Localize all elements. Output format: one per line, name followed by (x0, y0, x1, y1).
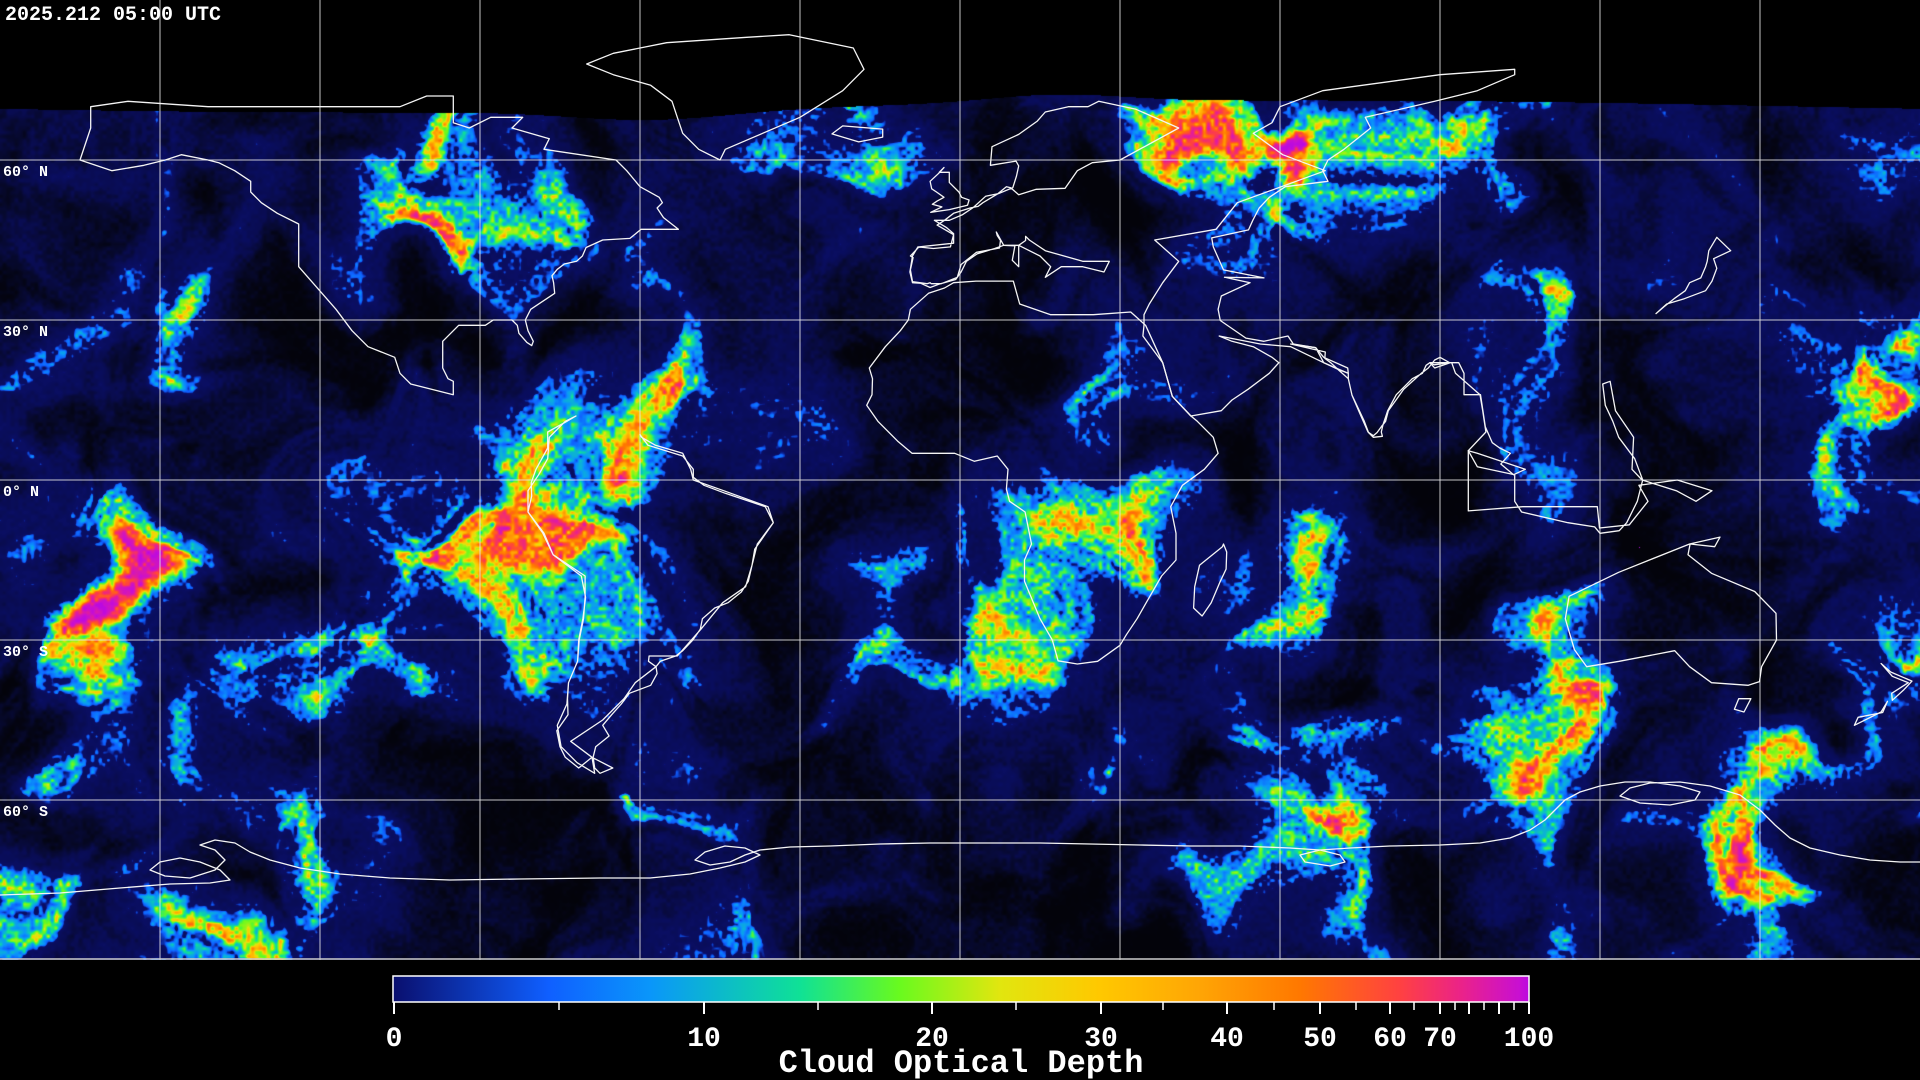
svg-text:30° N: 30° N (3, 324, 48, 341)
svg-text:0: 0 (386, 1024, 403, 1055)
svg-text:0° N: 0° N (3, 484, 39, 501)
svg-text:30° S: 30° S (3, 644, 48, 661)
svg-text:100: 100 (1504, 1024, 1554, 1055)
svg-text:50: 50 (1303, 1024, 1337, 1055)
svg-text:60: 60 (1373, 1024, 1407, 1055)
svg-text:Cloud Optical Depth: Cloud Optical Depth (779, 1045, 1144, 1080)
svg-text:60° N: 60° N (3, 164, 48, 181)
svg-text:70: 70 (1423, 1024, 1457, 1055)
svg-text:10: 10 (687, 1024, 721, 1055)
svg-text:60° S: 60° S (3, 804, 48, 821)
svg-text:2025.212 05:00 UTC: 2025.212 05:00 UTC (5, 4, 221, 27)
svg-text:40: 40 (1210, 1024, 1244, 1055)
